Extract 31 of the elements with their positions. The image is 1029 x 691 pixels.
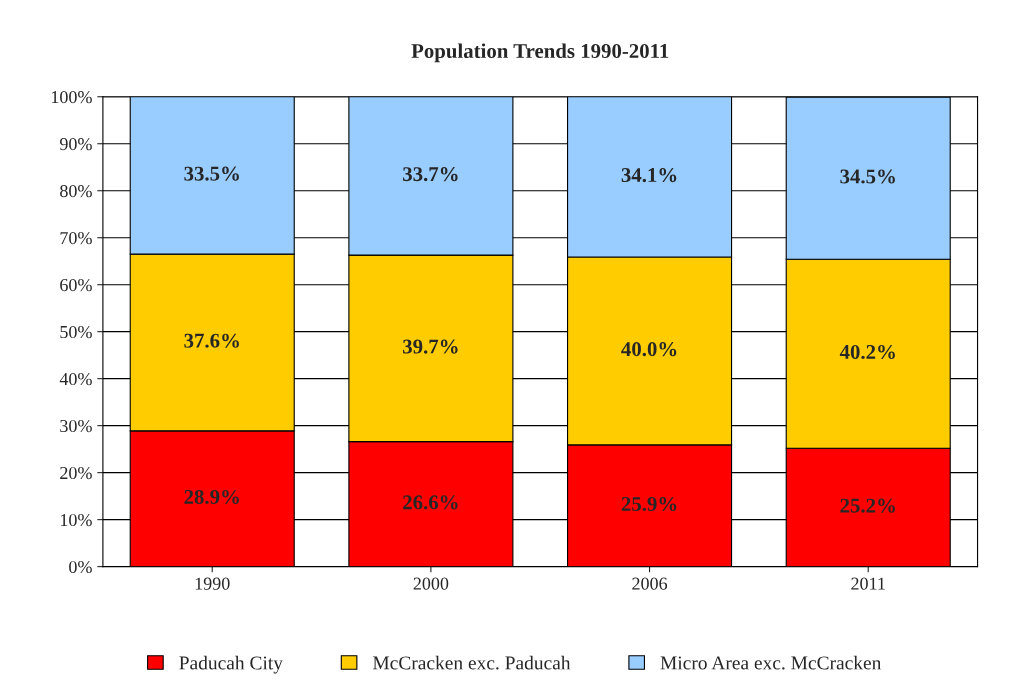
y-tick-label: 70% [60, 231, 92, 245]
data-label: 25.2% [840, 498, 895, 513]
legend-label: McCracken exc. Paducah [372, 655, 571, 670]
x-tick-label: 2011 [851, 577, 885, 590]
data-label: 40.0% [621, 342, 677, 357]
legend-label: Micro Area exc. McCracken [660, 655, 882, 670]
y-tick-label: 80% [60, 184, 92, 198]
y-tick-label: 100% [51, 91, 92, 104]
data-label: 33.7% [403, 167, 458, 182]
data-label: 28.9% [184, 489, 239, 505]
x-tick-label: 1990 [195, 577, 230, 590]
data-label: 34.5% [840, 169, 895, 184]
y-tick-label: 20% [60, 466, 92, 480]
data-label: 37.6% [184, 333, 239, 348]
data-label: 34.1% [621, 168, 677, 183]
chart-title: Population Trends 1990-2011 [411, 43, 669, 63]
data-label: 39.7% [403, 339, 458, 354]
data-label: 40.2% [839, 344, 895, 360]
y-tick-label: 40% [59, 372, 92, 386]
y-tick-label: 90% [59, 137, 92, 151]
legend-label: Paducah City [179, 655, 283, 674]
y-tick-label: 10% [60, 513, 92, 527]
data-label: 25.9% [621, 496, 677, 512]
x-tick-label: 2006 [632, 577, 668, 590]
y-tick-label: 60% [60, 278, 92, 292]
y-tick-label: 50% [60, 325, 92, 339]
y-tick-label: 0% [69, 560, 92, 574]
y-tick-label: 30% [60, 419, 92, 433]
data-label: 26.6% [403, 495, 458, 510]
x-tick-label: 2000 [413, 577, 449, 590]
data-label: 33.5% [184, 166, 239, 181]
